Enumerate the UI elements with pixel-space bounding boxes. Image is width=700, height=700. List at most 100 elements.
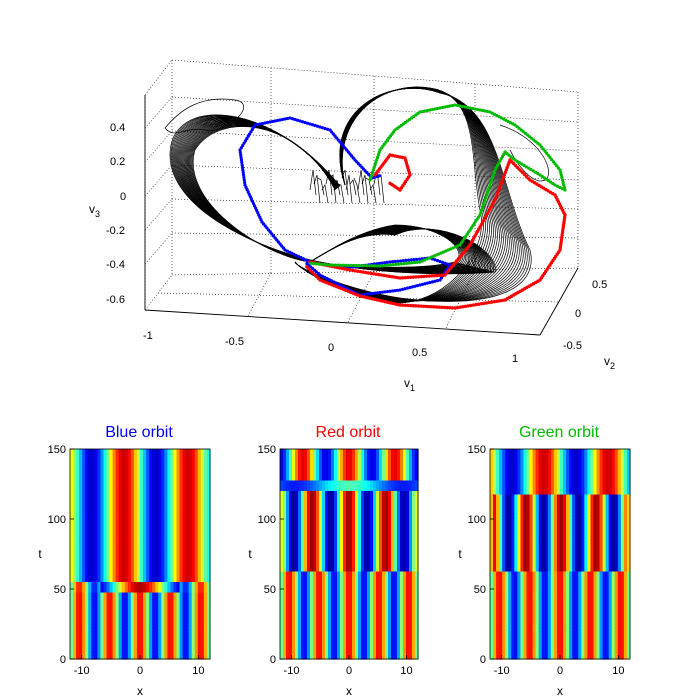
heatmap-cell (173, 571, 178, 576)
black-orbit-path (369, 184, 377, 204)
heatmap-cell (133, 596, 138, 601)
heatmap-cell (319, 603, 323, 608)
heatmap-cell (158, 617, 162, 622)
heatmap-cell (191, 589, 196, 594)
heatmap-cell (331, 543, 335, 548)
heatmap-cell (313, 648, 317, 653)
heatmap-cell (127, 456, 132, 461)
heatmap-cell (121, 606, 126, 611)
green-orbit-marker (376, 153, 380, 157)
heatmap-cell (130, 494, 135, 499)
heatmap-cell (124, 505, 129, 510)
heatmap-cell (88, 617, 92, 622)
heatmap-cell (109, 645, 114, 650)
heatmap-cell (97, 648, 102, 653)
heatmap-cell (334, 526, 338, 531)
heatmap-cell (124, 536, 129, 541)
heatmap-cell (173, 638, 178, 643)
heatmap-cell (149, 585, 153, 590)
heatmap-cell (295, 477, 299, 482)
heatmap-cell (289, 477, 293, 482)
heatmap-cell (280, 568, 284, 573)
heatmap-cell (140, 582, 144, 587)
heatmap-cell (164, 484, 168, 489)
blue-orbit-marker (405, 286, 410, 290)
red-orbit-marker (385, 274, 389, 278)
heatmap-cell (316, 617, 320, 622)
heatmap-cell (124, 452, 129, 457)
heatmap-cell (161, 606, 165, 611)
heatmap-cell (70, 466, 74, 471)
heatmap-cell (179, 459, 184, 464)
heatmap-cell (91, 613, 95, 618)
heatmap-cell (158, 547, 162, 552)
heatmap-cell (112, 585, 117, 590)
heatmap-cell (289, 515, 293, 520)
heatmap-cell (94, 641, 98, 646)
heatmap-cell (301, 648, 305, 653)
heatmap-cell (136, 585, 141, 590)
heatmap-cell (124, 617, 129, 622)
heatmap-cell (179, 536, 184, 541)
heatmap-cell (152, 529, 156, 534)
heatmap-cell (152, 536, 156, 541)
heatmap-cell (143, 613, 147, 618)
heatmap-cell (124, 459, 129, 464)
heatmap-cell (130, 487, 135, 492)
heatmap-cell (155, 554, 159, 559)
heatmap-cell (283, 512, 287, 517)
heatmap-cell (286, 596, 290, 601)
green-orbit-marker (559, 173, 563, 177)
heatmap-cell (307, 547, 311, 552)
green-orbit-marker (349, 263, 353, 268)
heatmap-cell (79, 477, 83, 482)
heatmap-cell (149, 610, 153, 615)
heatmap-cell (191, 631, 196, 636)
heatmap-cell (133, 508, 138, 513)
heatmap-cell (112, 456, 117, 461)
heatmap-cell (130, 610, 135, 615)
heatmap-cell (133, 543, 138, 548)
heatmap-cell (136, 564, 141, 569)
heatmap-cell (82, 508, 86, 513)
heatmap-cell (136, 652, 141, 657)
heatmap-cell (94, 557, 98, 562)
heatmap-cell (334, 617, 338, 622)
heatmap-cell (112, 480, 117, 485)
red-orbit-marker (427, 304, 431, 309)
heatmap-cell (191, 536, 196, 541)
heatmap-cell (185, 487, 190, 492)
heatmap-cell (295, 501, 299, 506)
red-orbit-marker (476, 302, 481, 306)
heatmap-cell (283, 466, 287, 471)
heatmap-cell (158, 610, 162, 615)
heatmap-cell (79, 575, 83, 580)
heatmap-cell (200, 501, 205, 506)
heatmap-cell (298, 522, 302, 527)
heatmap-cell (280, 491, 284, 496)
heatmap-cell (112, 575, 117, 580)
heatmap-cell (316, 463, 320, 468)
heatmap-cell (155, 606, 159, 611)
heatmap-cell (191, 484, 196, 489)
blue-orbit-marker (263, 121, 267, 125)
heatmap-cell (313, 487, 317, 492)
heatmap-cell (343, 473, 347, 478)
heatmap-cell (343, 571, 347, 576)
heatmap-cell (155, 648, 159, 653)
heatmap-cell (88, 606, 92, 611)
heatmap-cell (313, 505, 317, 510)
heatmap-cell (73, 498, 77, 503)
heatmap-cell (164, 620, 168, 625)
red-orbit-marker (421, 304, 426, 308)
heatmap-cell (203, 519, 208, 524)
heatmap-cell (334, 480, 338, 485)
heatmap-cell (85, 631, 89, 636)
heatmap-cell (82, 459, 86, 464)
heatmap-cell (307, 484, 311, 489)
green-orbit-marker (420, 109, 425, 114)
heatmap-cell (155, 634, 159, 639)
heatmap-cell (331, 536, 335, 541)
heatmap-cell (146, 491, 150, 496)
heatmap-cell (127, 515, 132, 520)
